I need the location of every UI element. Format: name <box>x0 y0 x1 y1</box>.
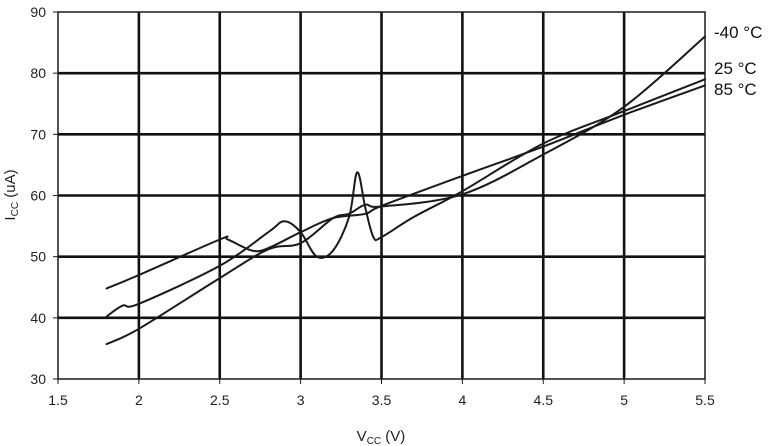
series-line-2 <box>105 84 706 290</box>
x-tick-label: 5 <box>620 392 628 408</box>
grid <box>58 12 705 379</box>
y-tick-label: 40 <box>30 310 46 326</box>
x-axis-title-unit: (V) <box>381 428 405 445</box>
x-tick-label: 4 <box>458 392 466 408</box>
y-axis-title-sub: CC <box>10 202 21 216</box>
series-label-1: 25 °C <box>714 59 757 78</box>
series-line-1 <box>105 78 706 318</box>
x-tick-label: 3.5 <box>372 392 392 408</box>
x-axis-title-sub: CC <box>367 436 381 446</box>
y-axis-title-main: I <box>2 216 19 220</box>
x-tick-label: 3 <box>297 392 305 408</box>
x-axis-title-main: V <box>357 428 367 445</box>
x-tick-label: 1.5 <box>48 392 68 408</box>
y-tick-label: 70 <box>30 126 46 142</box>
x-axis-title: VCC (V) <box>357 428 406 446</box>
x-tick-label: 5.5 <box>695 392 715 408</box>
y-tick-label: 30 <box>30 371 46 387</box>
series-label-0: -40 °C <box>714 23 762 42</box>
x-tick-label: 2.5 <box>210 392 230 408</box>
series-line-0 <box>105 35 706 346</box>
y-axis-title-unit: (uA) <box>2 169 19 202</box>
axis-ticks: 1.5 2 2.5 3 3.5 4 4.5 5 5.5 30 40 50 60 70 80 90 <box>30 4 715 408</box>
y-tick-label: 90 <box>30 4 46 20</box>
series-labels: -40 °C 25 °C 85 °C <box>714 23 762 99</box>
x-tick-label: 4.5 <box>534 392 554 408</box>
series-lines <box>105 35 706 346</box>
x-tick-label: 2 <box>135 392 143 408</box>
y-tick-label: 50 <box>30 249 46 265</box>
y-tick-label: 60 <box>30 188 46 204</box>
y-tick-label: 80 <box>30 65 46 81</box>
y-axis-title: ICC (uA) <box>2 169 21 220</box>
series-label-2: 85 °C <box>714 80 757 99</box>
